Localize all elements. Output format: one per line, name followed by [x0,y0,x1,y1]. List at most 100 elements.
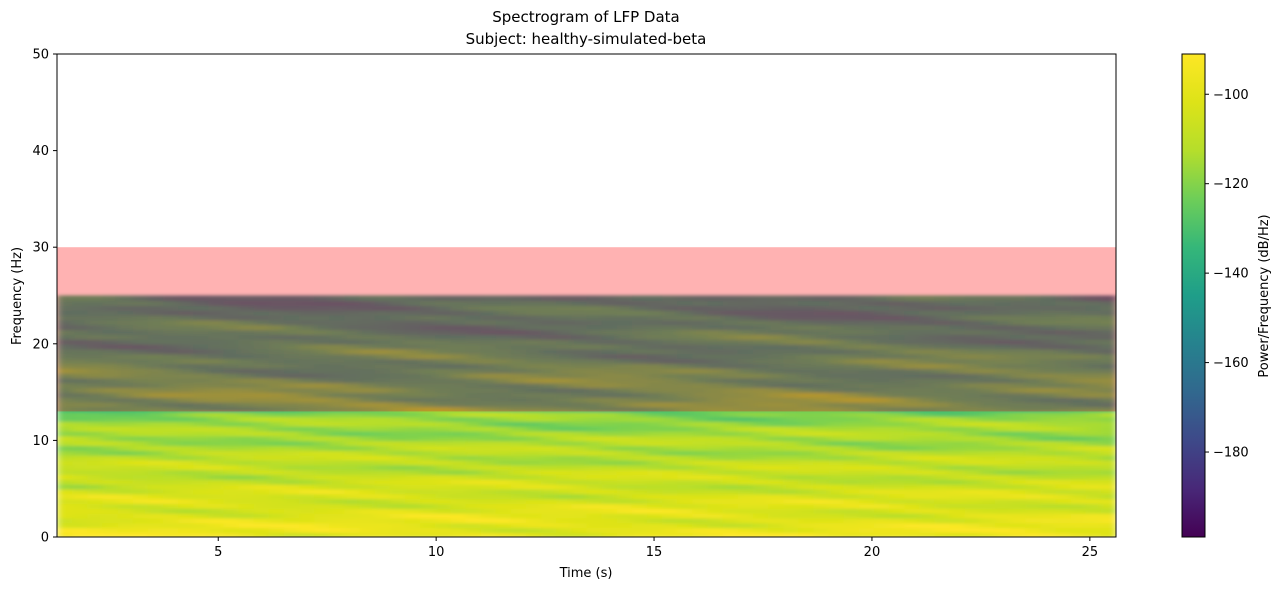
spectrogram-cell [647,411,663,418]
spectrogram-cell [1100,430,1116,437]
spectrogram-cell [571,319,588,326]
spectrogram-cell [889,532,905,537]
spectrogram-cell [314,430,331,437]
spectrogram-cell [329,474,346,480]
spectrogram-cell [117,324,134,331]
spectrogram-cell [662,363,679,369]
spectrogram-cell [208,445,225,451]
spectrogram-cell [873,416,890,422]
spectrogram-cell [57,522,73,529]
spectrogram-cell [329,319,346,326]
spectrogram-cell [1040,425,1057,432]
spectrogram-cell [798,517,815,524]
spectrogram-cell [631,353,648,360]
spectrogram-cell [692,479,709,485]
spectrogram-cell [268,314,285,321]
spectrogram-cell [919,425,936,432]
spectrogram-cell [873,532,890,537]
spectrogram-cell [208,464,225,471]
spectrogram-cell [344,464,361,471]
spectrogram-cell [450,363,467,369]
spectrogram-cell [404,498,421,504]
spectrogram-cell [495,483,512,490]
spectrogram-cell [873,309,890,316]
spectrogram-cell [1010,329,1027,335]
spectrogram-cell [1085,469,1102,476]
spectrogram-cell [631,319,648,326]
spectrogram-cell [329,488,346,495]
spectrogram-cell [208,421,225,427]
spectrogram-cell [707,512,724,519]
spectrogram-cell [57,464,73,471]
spectrogram-cell [238,343,255,350]
spectrogram-cell [72,425,89,432]
spectrogram-cell [299,348,315,355]
spectrogram-cell [480,454,497,461]
spectrogram-cell [314,532,331,537]
spectrogram-cell [798,406,815,413]
spectrogram-cell [904,450,921,456]
spectrogram-cell [117,483,134,490]
spectrogram-cell [631,309,648,316]
spectrogram-cell [359,450,376,456]
spectrogram-cell [813,464,830,471]
spectrogram-cell [752,358,769,364]
spectrogram-cell [404,464,421,471]
spectrogram-cell [344,343,361,350]
spectrogram-cell [677,334,694,340]
spectrogram-cell [662,512,679,519]
spectrogram-cell [238,498,255,504]
spectrogram-cell [662,416,679,422]
spectrogram-cell [616,363,633,369]
spectrogram-cell [132,459,149,466]
spectrogram-cell [374,503,391,509]
spectrogram-cell [435,493,452,500]
spectrogram-cell [919,387,936,393]
spectrogram-cell [178,309,194,316]
spectrogram-cell [873,401,890,408]
spectrogram-cell [450,430,467,437]
spectrogram-cell [253,450,270,456]
spectrogram-cell [752,334,769,340]
spectrogram-cell [389,425,406,432]
spectrogram-cell [420,469,437,476]
spectrogram-cell [843,348,860,355]
spectrogram-cell [1085,353,1102,360]
spectrogram-cell [994,532,1011,537]
spectrogram-cell [510,479,527,485]
spectrogram-cell [465,329,482,335]
spectrogram-cell [707,348,724,355]
spectrogram-cell [465,401,482,408]
spectrogram-cell [435,454,452,461]
spectrogram-cell [662,421,679,427]
spectrogram-cell [465,498,482,504]
spectrogram-cell [586,387,603,393]
spectrogram-cell [934,353,951,360]
spectrogram-cell [57,300,73,306]
spectrogram-cell [843,522,860,529]
spectrogram-cell [465,421,482,427]
spectrogram-cell [132,300,149,306]
spectrogram-cell [541,363,558,369]
spectrogram-cell [299,464,315,471]
spectrogram-cell [1025,464,1042,471]
spectrogram-cell [616,517,633,524]
spectrogram-cell [843,358,860,364]
spectrogram-cell [435,358,452,364]
spectrogram-cell [631,377,648,384]
spectrogram-cell [72,334,89,340]
spectrogram-cell [465,508,482,514]
spectrogram-cell [178,295,194,302]
spectrogram-cell [389,324,406,331]
spectrogram-cell [631,527,648,533]
spectrogram-cell [87,425,104,432]
spectrogram-cell [465,450,482,456]
spectrogram-cell [1010,396,1027,403]
spectrogram-cell [525,454,542,461]
spectrogram-cell [934,483,951,490]
spectrogram-cell [889,358,905,364]
spectrogram-cell [480,363,497,369]
spectrogram-cell [344,454,361,461]
spectrogram-cell [707,309,724,316]
spectrogram-cell [223,450,240,456]
